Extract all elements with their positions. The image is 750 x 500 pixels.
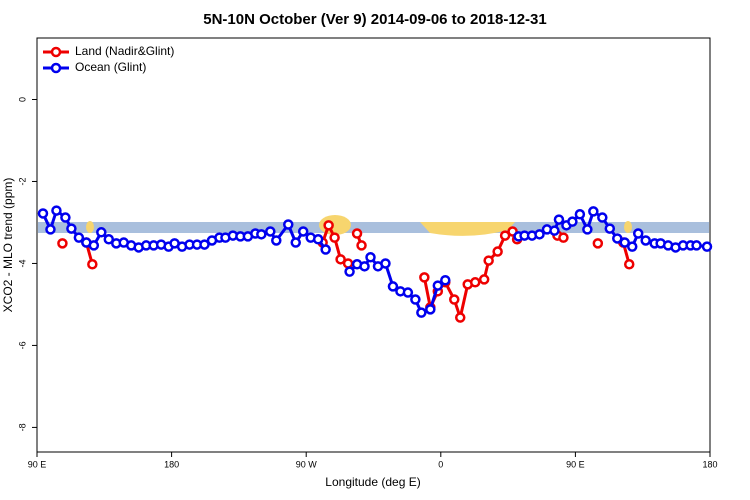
legend-marker xyxy=(50,62,62,74)
point xyxy=(454,312,466,323)
point xyxy=(492,246,503,257)
y-tick-label: 0 xyxy=(17,97,27,102)
point xyxy=(567,216,578,227)
point xyxy=(356,240,367,251)
point xyxy=(432,280,444,291)
point xyxy=(626,241,638,252)
x-tick-label: 90 E xyxy=(28,459,47,469)
point xyxy=(312,234,324,245)
point xyxy=(416,307,427,318)
point xyxy=(553,214,565,225)
y-tick-label: -4 xyxy=(17,259,27,267)
point xyxy=(45,224,56,235)
ocean-band xyxy=(38,222,709,233)
x-axis-label: Longitude (deg E) xyxy=(325,475,420,489)
x-tick-label: 0 xyxy=(438,459,443,469)
point xyxy=(419,272,430,283)
point xyxy=(558,232,569,243)
point xyxy=(60,212,71,223)
x-tick-label: 90 W xyxy=(296,459,318,469)
point xyxy=(592,238,604,249)
point xyxy=(344,266,355,277)
point xyxy=(335,254,346,265)
legend-marker xyxy=(50,46,62,58)
point xyxy=(342,258,354,269)
point xyxy=(425,304,436,315)
point xyxy=(440,275,451,286)
point xyxy=(632,228,644,239)
point xyxy=(402,287,414,298)
land-patch xyxy=(624,221,632,233)
point xyxy=(597,212,608,223)
point xyxy=(256,229,267,240)
point xyxy=(66,223,77,234)
point xyxy=(582,224,593,235)
point xyxy=(320,244,331,255)
point xyxy=(329,232,340,243)
point xyxy=(623,259,635,270)
y-tick-label: -6 xyxy=(17,341,27,349)
land-patch xyxy=(86,221,94,233)
point xyxy=(290,237,301,248)
y-tick-label: -8 xyxy=(17,423,27,431)
point xyxy=(549,225,560,236)
point xyxy=(103,234,115,245)
point xyxy=(365,252,376,263)
point xyxy=(199,239,210,250)
point xyxy=(351,228,363,239)
point xyxy=(37,208,49,219)
chart-title: 5N-10N October (Ver 9) 2014-09-06 to 201… xyxy=(203,11,547,28)
point xyxy=(469,277,481,288)
point xyxy=(73,232,85,243)
point xyxy=(51,205,62,216)
y-tick-label: -2 xyxy=(17,177,27,185)
point xyxy=(387,281,399,292)
point xyxy=(283,219,294,230)
x-tick-label: 180 xyxy=(702,459,717,469)
point xyxy=(410,294,421,305)
point xyxy=(478,274,490,285)
point xyxy=(483,255,494,266)
x-tick-label: 180 xyxy=(164,459,179,469)
point xyxy=(359,261,370,272)
legend-label: Ocean (Glint) xyxy=(75,60,146,74)
point xyxy=(691,240,702,251)
point xyxy=(265,226,276,237)
point xyxy=(574,209,586,220)
legend-label: Land (Nadir&Glint) xyxy=(75,44,174,58)
point xyxy=(701,241,713,252)
x-tick-label: 90 E xyxy=(566,459,585,469)
point xyxy=(88,240,100,251)
y-axis-label: XCO2 - MLO trend (ppm) xyxy=(1,178,15,313)
land-patch xyxy=(420,222,515,236)
point xyxy=(323,220,334,231)
point xyxy=(499,230,511,241)
point xyxy=(640,235,651,246)
point xyxy=(380,258,391,269)
point xyxy=(87,259,98,270)
point xyxy=(271,235,282,246)
point xyxy=(96,227,107,238)
point xyxy=(604,223,616,234)
point xyxy=(619,237,631,248)
point xyxy=(297,226,309,237)
point xyxy=(588,206,599,217)
point xyxy=(612,233,623,244)
point xyxy=(534,229,545,240)
point xyxy=(57,238,68,249)
point xyxy=(449,294,460,305)
series-line xyxy=(84,221,631,324)
